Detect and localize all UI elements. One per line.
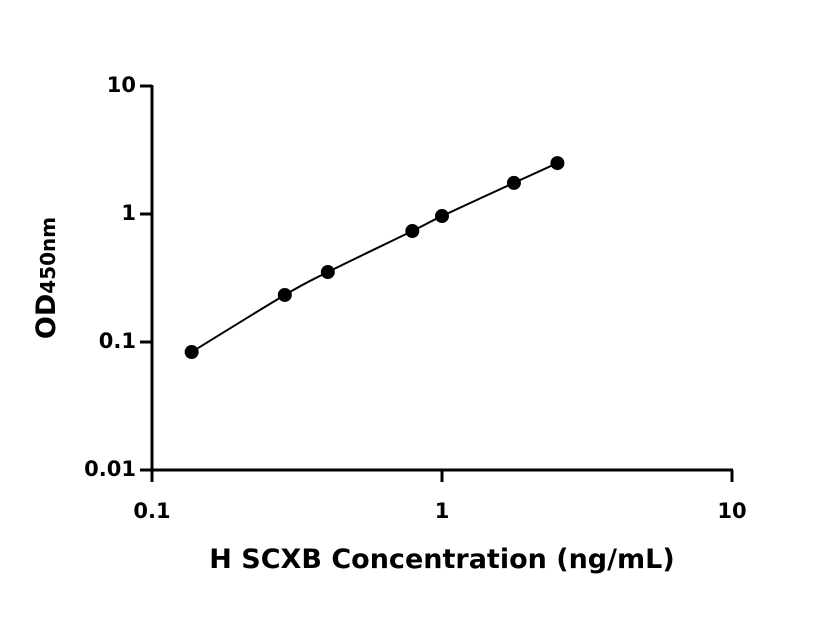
x-axis-label: H SCXB Concentration (ng/mL): [209, 544, 674, 575]
data-point: [550, 156, 565, 171]
fit-curve: [191, 162, 558, 353]
y-tick-label: 10: [107, 73, 136, 97]
y-label-subscript: 450nm: [36, 217, 60, 294]
data-point: [320, 265, 335, 280]
data-point: [435, 209, 449, 224]
y-axis-label: OD450nm: [31, 217, 62, 339]
x-tick-label: 10: [717, 499, 746, 523]
y-tick-label: 0.1: [99, 329, 136, 353]
y-tick-label: 0.01: [84, 457, 136, 481]
data-point: [405, 224, 420, 239]
x-tick-label: 1: [435, 499, 450, 523]
y-tick-label: 1: [121, 201, 136, 225]
x-tick-label: 0.1: [133, 499, 170, 523]
data-point: [277, 287, 292, 302]
y-label-main: OD: [31, 294, 62, 339]
data-point: [506, 175, 521, 190]
data-point: [184, 345, 199, 360]
